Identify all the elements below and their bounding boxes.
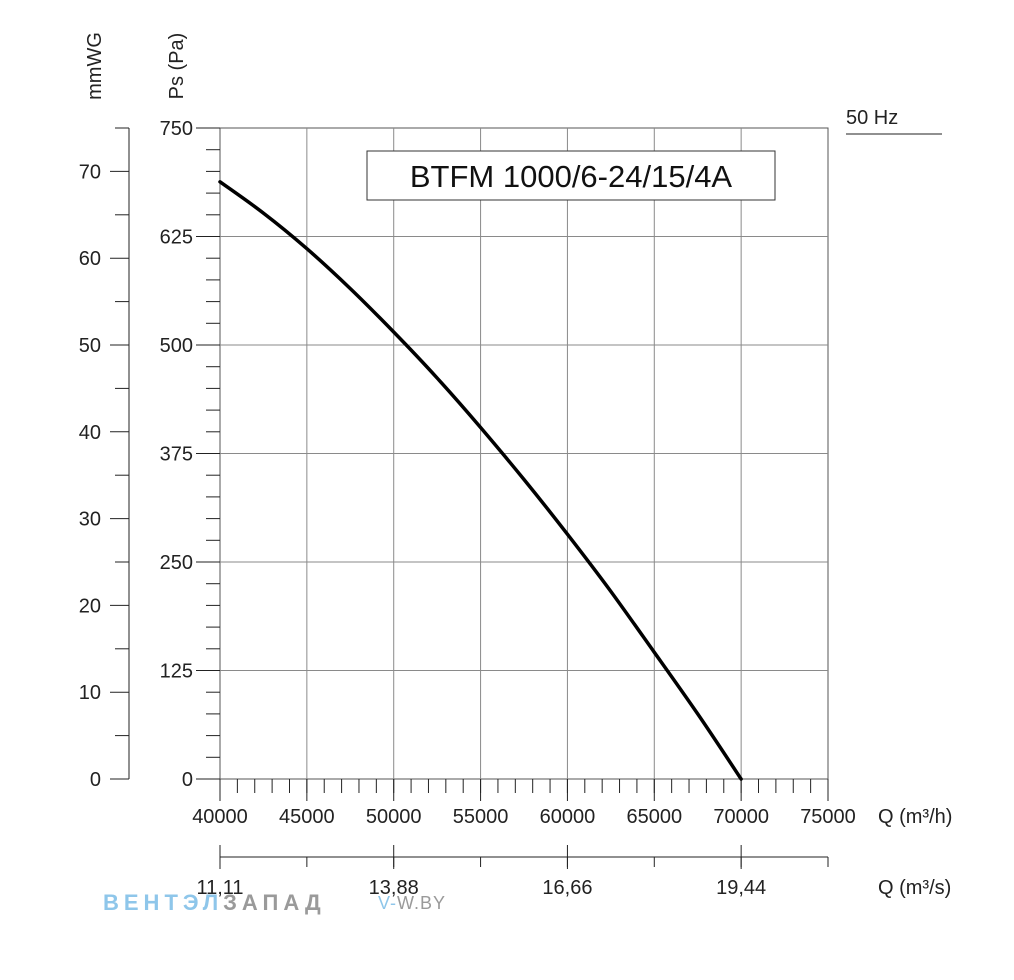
mmwg-tick-label: 50 — [79, 335, 101, 357]
q-m3h-tick-label: 50000 — [366, 806, 422, 828]
watermark-brand-part1: ВЕНТЭЛ — [103, 890, 223, 915]
watermark-site: V-W.BY — [378, 893, 446, 913]
model-title: BTFM 1000/6-24/15/4A — [410, 159, 733, 194]
q-m3h-tick-label: 60000 — [540, 806, 596, 828]
grid-lines — [220, 128, 828, 779]
mmwg-tick-label: 0 — [90, 769, 101, 791]
q-m3h-tick-label: 55000 — [453, 806, 509, 828]
q-m3h-tick-label: 40000 — [192, 806, 248, 828]
watermark-site-part1: V- — [378, 893, 397, 913]
model-title-box — [366, 150, 776, 201]
mmwg-tick-label: 40 — [79, 422, 101, 444]
q-m3h-tick-label: 45000 — [279, 806, 335, 828]
pa-tick-label: 375 — [160, 444, 193, 466]
y-axis-title-mmwg: mmWG — [84, 32, 106, 100]
q-m3s-tick-label: 16,66 — [542, 877, 592, 899]
mmwg-tick-label: 70 — [79, 161, 101, 183]
pa-tick-label: 0 — [182, 769, 193, 791]
watermark-brand-part2: ЗАПАД — [223, 890, 326, 915]
pa-tick-label: 500 — [160, 335, 193, 357]
frequency-label: 50 Hz — [846, 107, 898, 129]
pressure-curve — [218, 180, 743, 781]
mmwg-axis: 0 10 20 30 40 50 60 70 — [79, 127, 129, 791]
q-m3s-axis: 11,11 13,88 16,66 19,44 — [196, 845, 829, 899]
pa-tick-label: 625 — [160, 227, 193, 249]
q-m3s-tick-label: 13,88 — [369, 877, 419, 899]
watermark-site-part2: W.BY — [397, 893, 446, 913]
watermark-brand: ВЕНТЭЛЗАПАД — [103, 890, 326, 915]
x-axis-title-m3s: Q (m³/s) — [878, 877, 951, 899]
q-m3h-axis: 40000 45000 50000 55000 60000 65000 70000 75000 — [192, 779, 856, 828]
q-m3s-tick-label: 19,44 — [716, 877, 766, 899]
pa-tick-label: 250 — [160, 552, 193, 574]
q-m3s-tick-label: 11,11 — [196, 877, 243, 899]
mmwg-tick-label: 60 — [79, 248, 101, 270]
pa-axis: 0 125 250 375 500 625 750 — [160, 118, 220, 791]
q-m3h-tick-label: 75000 — [800, 806, 856, 828]
x-axis-title-m3h: Q (m³/h) — [878, 806, 952, 828]
pa-tick-label: 750 — [160, 118, 193, 140]
mmwg-tick-label: 20 — [79, 595, 101, 617]
q-m3h-tick-label: 70000 — [713, 806, 769, 828]
mmwg-tick-label: 30 — [79, 509, 101, 531]
q-m3h-tick-label: 65000 — [626, 806, 682, 828]
mmwg-tick-label: 10 — [79, 682, 101, 704]
pa-tick-label: 125 — [160, 661, 193, 683]
y-axis-title-pa: Ps (Pa) — [166, 33, 188, 100]
